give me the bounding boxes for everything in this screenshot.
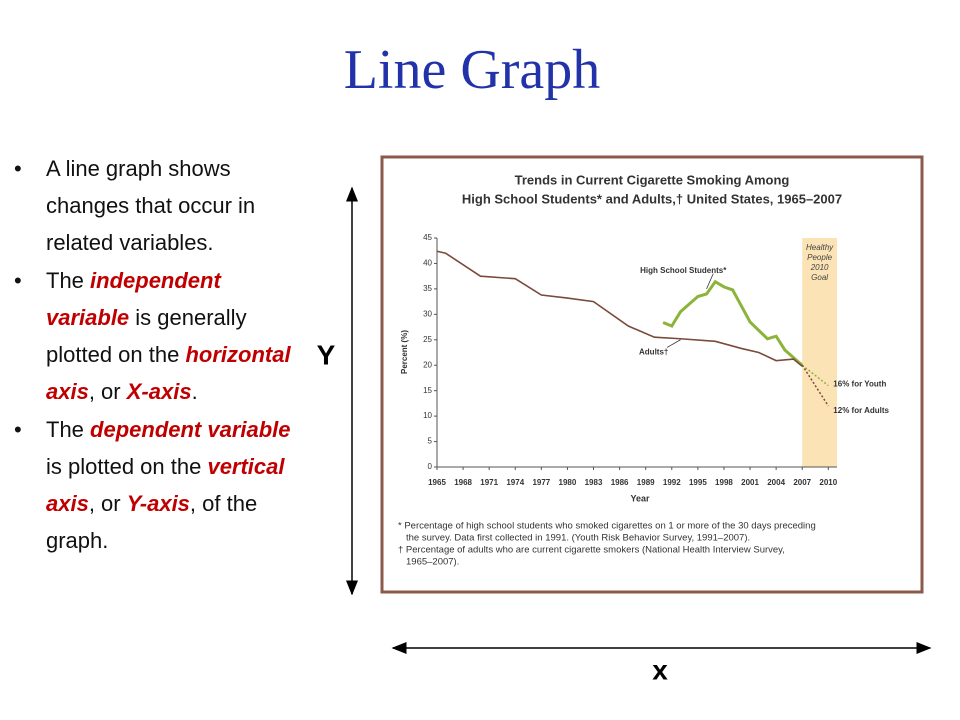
x-tick-label: 1989 — [637, 478, 655, 487]
y-tick-label: 30 — [423, 309, 432, 318]
x-tick-label: 1980 — [559, 478, 577, 487]
y-tick-label: 35 — [423, 284, 432, 293]
bullet-text: is generally plotted on the — [46, 305, 247, 367]
label-leader — [706, 273, 714, 290]
goal-label: People — [807, 253, 832, 262]
y-tick-label: 40 — [423, 259, 432, 268]
x-tick-label: 1995 — [689, 478, 707, 487]
bullet-text: , or — [88, 491, 127, 516]
emphasis-text: horizontal axis — [46, 342, 291, 404]
emphasis-text: vertical axis — [46, 454, 285, 516]
emphasis-text: X-axis — [126, 379, 192, 404]
bullet-text: The — [46, 268, 91, 293]
bullet-list: A line graph shows changes that occur in… — [14, 150, 304, 560]
footnote: the survey. Data first collected in 1991… — [406, 533, 750, 544]
chart-title: High School Students* and Adults,† Unite… — [462, 191, 842, 206]
x-tick-label: 2010 — [819, 478, 837, 487]
x-arrow-label: x — [652, 654, 668, 685]
x-tick-label: 2004 — [767, 478, 785, 487]
x-tick-label: 1998 — [715, 478, 733, 487]
x-tick-label: 2007 — [793, 478, 811, 487]
y-tick-label: 25 — [423, 335, 432, 344]
bullet-text: The — [46, 417, 91, 442]
bullet-text: . — [191, 379, 198, 404]
bullet-text: A line graph shows changes that occur in… — [46, 156, 256, 255]
x-tick-label: 1974 — [506, 478, 524, 487]
bullet: The independent variable is generally pl… — [14, 262, 304, 410]
series-line — [662, 279, 804, 367]
footnote: 1965–2007). — [406, 557, 459, 568]
series-line — [436, 250, 803, 367]
label-leader — [666, 339, 681, 348]
series-label: High School Students* — [640, 266, 727, 275]
bullet: A line graph shows changes that occur in… — [14, 150, 304, 261]
x-tick-label: 2001 — [741, 478, 759, 487]
goal-line — [801, 364, 829, 387]
x-tick-label: 1968 — [454, 478, 472, 487]
footnote: * Percentage of high school students who… — [398, 521, 816, 532]
y-tick-label: 20 — [423, 360, 432, 369]
x-tick-label: 1983 — [585, 478, 603, 487]
y-arrow-label: Y — [317, 339, 336, 370]
y-tick-label: 15 — [423, 386, 432, 395]
bullet-text: , of the graph. — [46, 491, 258, 553]
x-tick-label: 1992 — [663, 478, 681, 487]
goal-label: 2010 — [810, 263, 829, 272]
series-label: 12% for Adults — [833, 406, 889, 415]
goal-band — [802, 238, 837, 467]
bullet-text: is plotted on the — [46, 454, 208, 479]
x-tick-label: 1965 — [428, 478, 446, 487]
y-tick-label: 45 — [423, 233, 432, 242]
slide-title: Line Graph — [343, 39, 601, 101]
y-axis-label: Percent (%) — [400, 330, 409, 374]
goal-line — [801, 364, 829, 407]
goal-label: Healthy — [806, 243, 834, 252]
y-tick-label: 10 — [423, 411, 432, 420]
x-tick-label: 1977 — [532, 478, 550, 487]
chart-title: Trends in Current Cigarette Smoking Amon… — [515, 172, 790, 187]
emphasis-text: Y-axis — [126, 491, 190, 516]
emphasis-text: independent variable — [46, 268, 221, 330]
goal-label: Goal — [811, 273, 828, 282]
footnote: † Percentage of adults who are current c… — [398, 545, 785, 556]
bullet-text: , or — [88, 379, 127, 404]
x-tick-label: 1986 — [611, 478, 629, 487]
series-label: Adults† — [639, 348, 668, 357]
y-tick-label: 5 — [428, 437, 433, 446]
bullet: The dependent variable is plotted on the… — [14, 411, 304, 559]
emphasis-text: dependent variable — [90, 417, 291, 442]
y-tick-label: 0 — [428, 462, 433, 471]
x-axis-label: Year — [630, 493, 650, 503]
x-tick-label: 1971 — [480, 478, 498, 487]
series-label: 16% for Youth — [833, 380, 886, 389]
